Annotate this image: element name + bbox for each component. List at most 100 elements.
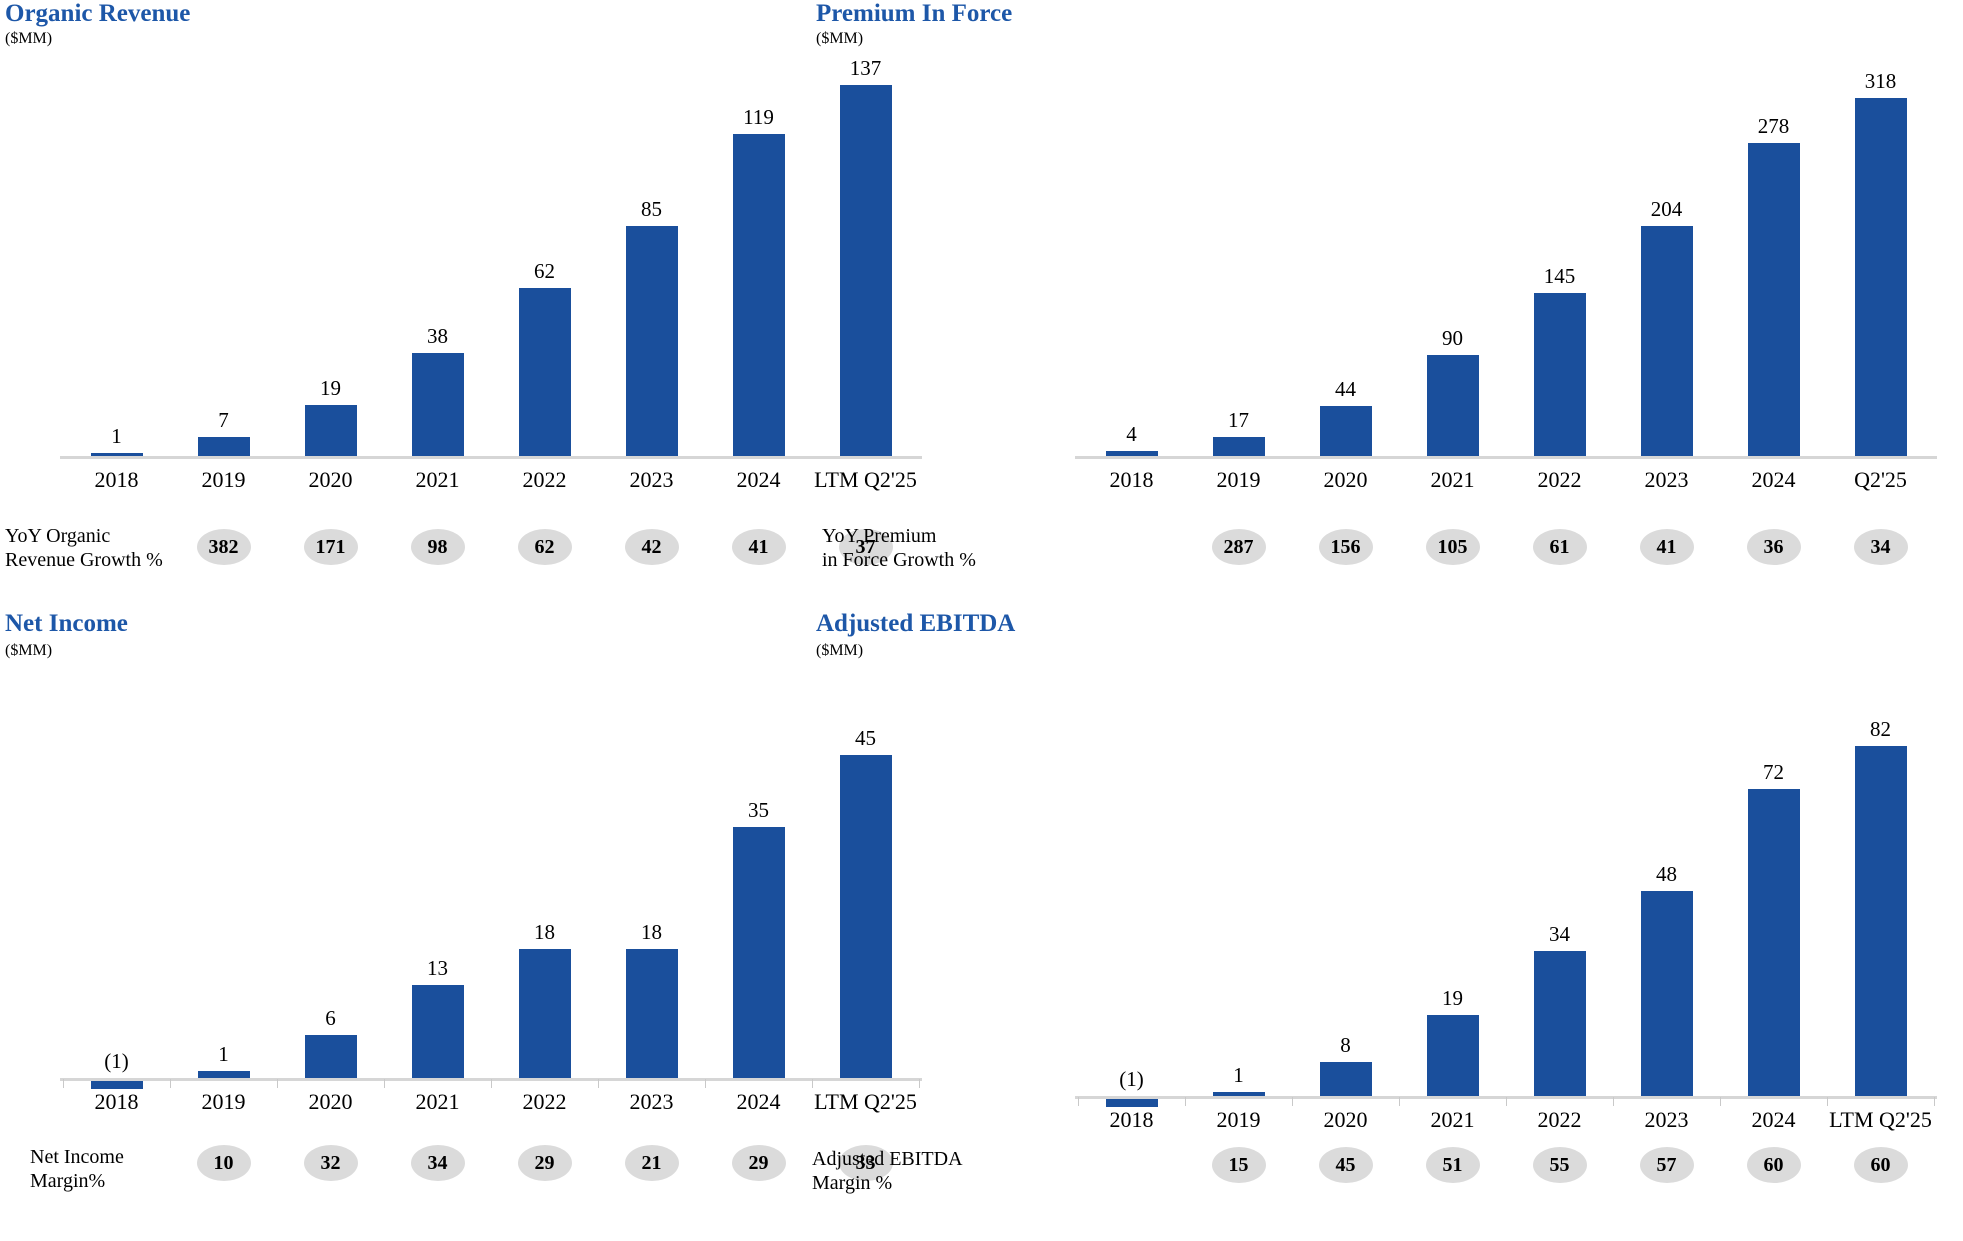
- badge-row-label-line2: in Force Growth %: [822, 549, 976, 571]
- metric-badge: 41: [1639, 529, 1694, 565]
- badge-row-label: YoY Premium in Force Growth %: [822, 524, 976, 572]
- bar-value-label: 1: [111, 424, 122, 448]
- bar-value-label: 8: [1340, 1033, 1351, 1057]
- bar-value-label: 34: [1549, 922, 1570, 946]
- badge-row-label-line2: Margin%: [30, 1170, 106, 1192]
- badge-slot: 10: [170, 1145, 277, 1181]
- axis-tick: [1398, 1097, 1400, 1106]
- badge-slot: 41: [705, 529, 812, 565]
- bar-column: 1: [170, 755, 277, 1092]
- badge-slot: [1078, 529, 1185, 565]
- bar-chart-premium-in-force: 4 17 44 90 145 204 278 318: [1075, 69, 1937, 470]
- bar-column: 6: [277, 755, 384, 1092]
- bar-column: 19: [1399, 746, 1506, 1110]
- bar-column: 119: [705, 85, 812, 470]
- badge-slot: 32: [277, 1145, 384, 1181]
- badge-row-label-line1: YoY Organic: [5, 525, 111, 547]
- bar: [304, 405, 357, 456]
- badge-slot: 62: [491, 529, 598, 565]
- x-axis-label: 2018: [94, 467, 139, 492]
- axis-tick: [169, 1079, 171, 1088]
- bar-chart-organic-revenue: 1 7 19 38 62 85 119 137: [60, 56, 922, 470]
- x-axis-label: 2022: [522, 1089, 567, 1114]
- bar-value-label: 45: [855, 726, 876, 750]
- bar-value-label: 6: [325, 1006, 336, 1030]
- bar-value-label: 19: [320, 376, 341, 400]
- badge-slot: 15: [1185, 1147, 1292, 1183]
- bar: [1854, 746, 1907, 1096]
- bar-value-label: 35: [748, 798, 769, 822]
- axis-tick: [1612, 1097, 1614, 1106]
- bar: [411, 353, 464, 456]
- x-axis-label: 2021: [415, 1089, 460, 1114]
- bar: [1319, 406, 1372, 456]
- bar-value-label: 7: [218, 408, 229, 432]
- x-axis-label: 2018: [1109, 467, 1154, 492]
- bar: [90, 1081, 143, 1089]
- x-axis-label: 2022: [1537, 467, 1582, 492]
- badge-slot: 33: [812, 1145, 919, 1181]
- bar-column: 13: [384, 755, 491, 1092]
- axis-tick: [1826, 1097, 1828, 1106]
- badge-slot: 42: [598, 529, 705, 565]
- bar: [1426, 1015, 1479, 1096]
- badge-row-label: YoY Organic Revenue Growth %: [5, 524, 163, 572]
- x-axis-label: 2023: [1644, 1107, 1689, 1132]
- x-axis-label: 2021: [1430, 1107, 1475, 1132]
- bar: [625, 226, 678, 456]
- bar: [839, 755, 892, 1078]
- badge-slot: 51: [1399, 1147, 1506, 1183]
- metric-badge: 171: [303, 529, 358, 565]
- bar-column: 72: [1720, 746, 1827, 1110]
- bar-value-label: 62: [534, 259, 555, 283]
- x-axis-label: 2019: [201, 1089, 246, 1114]
- axis-tick: [1505, 1097, 1507, 1106]
- chart-unit-label: ($MM): [816, 642, 864, 659]
- bar-column: 62: [491, 85, 598, 470]
- bar: [1640, 891, 1693, 1096]
- axis-tick: [490, 1079, 492, 1088]
- growth-badge-row: 287 156 105 61 41 36 34: [1078, 529, 1934, 565]
- x-axis-label: 2021: [1430, 467, 1475, 492]
- bar-value-label: (1): [104, 1049, 129, 1073]
- badge-row-label: Net Income Margin%: [30, 1145, 124, 1193]
- metric-badge: 15: [1211, 1147, 1266, 1183]
- chart-unit-label: ($MM): [5, 642, 53, 659]
- x-axis-label: 2024: [736, 467, 781, 492]
- bar-value-label: 18: [534, 920, 555, 944]
- metric-badge: 41: [731, 529, 786, 565]
- metric-badge: 60: [1746, 1147, 1801, 1183]
- bar-column: 1: [1185, 746, 1292, 1110]
- badge-slot: 105: [1399, 529, 1506, 565]
- x-axis-label: 2019: [1216, 467, 1261, 492]
- bar: [1426, 355, 1479, 456]
- bar-column: 137: [812, 56, 919, 470]
- badge-row-label-line2: Margin %: [812, 1172, 893, 1194]
- bar-value-label: 48: [1656, 862, 1677, 886]
- x-axis-label: 2019: [1216, 1107, 1261, 1132]
- bar: [625, 949, 678, 1078]
- x-axis-label: 2020: [1323, 1107, 1368, 1132]
- x-axis-label: 2024: [736, 1089, 781, 1114]
- bar: [1640, 226, 1693, 456]
- bar-column: 8: [1292, 746, 1399, 1110]
- metric-badge: 98: [410, 529, 465, 565]
- metric-badge: 32: [303, 1145, 358, 1181]
- x-axis-label: 2022: [522, 467, 567, 492]
- panel-organic-revenue: Organic Revenue ($MM) 1 7 19 38 62 85 119 137 2…: [0, 0, 981, 605]
- axis-tick: [276, 1079, 278, 1088]
- bar-column: 17: [1185, 98, 1292, 470]
- metric-badge: 33: [838, 1145, 893, 1181]
- bar: [1105, 451, 1158, 456]
- bar-value-label: 278: [1757, 114, 1790, 138]
- badge-slot: [1078, 1147, 1185, 1183]
- bar-column: 1: [63, 85, 170, 470]
- metric-badge: 29: [517, 1145, 572, 1181]
- bar-column: 34: [1506, 746, 1613, 1110]
- bar-column: 85: [598, 85, 705, 470]
- x-axis-label: 2021: [415, 467, 460, 492]
- bar-column: 7: [170, 85, 277, 470]
- bar: [90, 453, 143, 456]
- badge-slot: 34: [1827, 529, 1934, 565]
- metric-badge: 105: [1425, 529, 1480, 565]
